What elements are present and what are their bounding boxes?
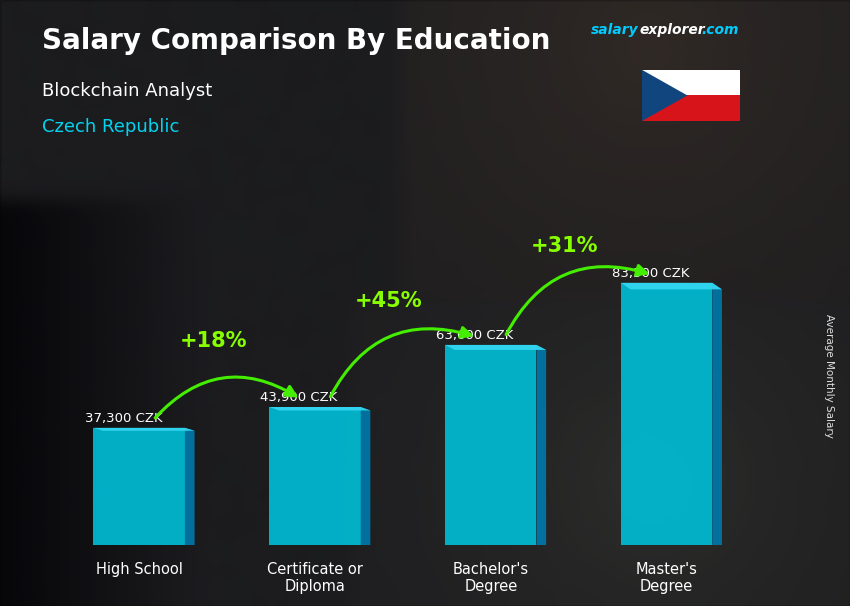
Text: +18%: +18%: [179, 330, 246, 351]
Text: 37,300 CZK: 37,300 CZK: [85, 411, 162, 425]
Bar: [620, 283, 712, 545]
Polygon shape: [360, 407, 371, 545]
Polygon shape: [642, 70, 688, 121]
Text: .com: .com: [701, 23, 739, 37]
Polygon shape: [269, 407, 371, 410]
Text: salary: salary: [591, 23, 638, 37]
Text: +45%: +45%: [355, 291, 422, 311]
Bar: [445, 345, 536, 545]
Text: +31%: +31%: [531, 236, 598, 256]
Text: 63,600 CZK: 63,600 CZK: [436, 328, 513, 342]
Text: explorer: explorer: [639, 23, 705, 37]
Text: Average Monthly Salary: Average Monthly Salary: [824, 314, 834, 438]
Polygon shape: [185, 428, 195, 545]
Text: Blockchain Analyst: Blockchain Analyst: [42, 82, 212, 100]
Text: Czech Republic: Czech Republic: [42, 118, 180, 136]
Bar: [642, 70, 740, 95]
Bar: [642, 95, 740, 121]
Polygon shape: [712, 283, 722, 545]
Text: 43,900 CZK: 43,900 CZK: [260, 391, 337, 404]
Bar: [269, 407, 360, 545]
Polygon shape: [94, 428, 195, 431]
Text: 83,300 CZK: 83,300 CZK: [612, 267, 689, 279]
Polygon shape: [536, 345, 547, 545]
Bar: [94, 428, 185, 545]
Polygon shape: [445, 345, 547, 350]
Text: Salary Comparison By Education: Salary Comparison By Education: [42, 27, 551, 55]
Polygon shape: [620, 283, 722, 290]
